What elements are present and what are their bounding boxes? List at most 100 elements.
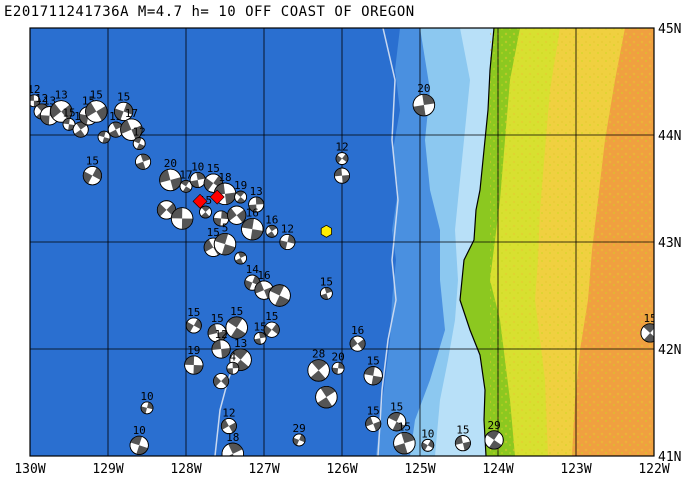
beachball-quadrant <box>255 196 264 205</box>
beachball-quadrant <box>33 100 40 107</box>
beachball <box>156 200 177 220</box>
beachball-quadrant <box>68 124 75 131</box>
beachball-quadrant <box>171 207 183 219</box>
beachball: 28 <box>307 348 330 382</box>
depth-label: 15 <box>398 420 411 433</box>
depth-label: 20 <box>164 157 177 170</box>
depth-label: 18 <box>218 171 231 184</box>
beachball-quadrant <box>211 339 222 350</box>
beachball-quadrant <box>259 332 267 339</box>
beachball: 16 <box>265 213 278 238</box>
depth-label: 28 <box>312 348 325 361</box>
depth-label: 16 <box>265 213 278 226</box>
beachball-quadrant <box>221 348 231 359</box>
beachball-quadrant <box>230 327 246 339</box>
beachball: 12 <box>279 222 296 250</box>
beachball <box>135 153 152 170</box>
beachball-quadrant <box>332 367 339 375</box>
beachball-quadrant <box>488 439 502 450</box>
beachball-quadrant <box>338 362 345 369</box>
beachball-quadrant <box>275 295 290 307</box>
beachball: 29 <box>484 419 504 450</box>
beachball-quadrant <box>310 370 326 382</box>
highlight-marker <box>209 189 225 205</box>
beachball: 10 <box>129 424 149 455</box>
depth-label: 12 <box>214 328 227 341</box>
beachball-quadrant <box>190 179 200 188</box>
beachball: 12 <box>27 83 41 108</box>
beachball-quadrant <box>311 359 327 371</box>
depth-label: 16 <box>257 269 270 282</box>
beachball-quadrant <box>213 217 222 227</box>
beachball-quadrant <box>182 186 192 193</box>
beachball-quadrant <box>279 240 288 250</box>
beachball: 19 <box>234 179 247 204</box>
beachball: 15 <box>365 404 382 432</box>
beachball-quadrant <box>427 440 434 449</box>
depth-label: 15 <box>86 154 99 167</box>
beachball-quadrant <box>350 337 358 349</box>
beachball-quadrant <box>357 339 366 350</box>
depth-label: 15 <box>265 310 278 323</box>
beachball-quadrant <box>342 174 350 184</box>
depth-label: 13 <box>250 185 263 198</box>
beachball-quadrant <box>184 355 195 366</box>
lon-label: 124W <box>482 462 513 477</box>
beachball-quadrant <box>92 167 102 180</box>
beachball: 12 <box>335 141 349 165</box>
beachball: 13 <box>248 185 265 213</box>
beachball-quadrant <box>413 105 426 116</box>
depth-label: 19 <box>234 179 247 192</box>
epicenter-hexagon <box>320 224 333 238</box>
depth-label: 15 <box>230 305 243 318</box>
beachball: 10 <box>140 390 154 415</box>
beachball-quadrant <box>40 115 50 125</box>
depth-label: 10 <box>140 390 153 403</box>
depth-label: 15 <box>367 355 380 368</box>
beachball-quadrant <box>254 338 262 345</box>
beachball-quadrant <box>334 168 342 177</box>
depth-label: 12 <box>281 222 294 235</box>
depth-label: 29 <box>292 422 305 435</box>
beachball: 10 <box>421 427 434 452</box>
depth-label: 10 <box>133 424 146 437</box>
beachball-quadrant <box>422 94 435 106</box>
beachball: 15 <box>225 305 248 339</box>
depth-label: 15 <box>207 226 220 239</box>
beachball-quadrant <box>204 177 214 191</box>
beachball-quadrant <box>248 204 257 213</box>
depth-label: 15 <box>117 90 130 103</box>
beachball-quadrant <box>109 129 120 138</box>
lon-label: 128W <box>170 462 201 477</box>
beachball-quadrant <box>157 203 167 217</box>
beachball: 15 <box>454 424 471 452</box>
beachball <box>227 205 247 225</box>
beachball-quadrant <box>266 231 276 238</box>
depth-label: 12 <box>335 141 348 154</box>
depth-label: 17 <box>125 107 138 120</box>
beachball: 12 <box>211 328 231 359</box>
beachball-quadrant <box>317 397 333 408</box>
beachball-quadrant <box>201 212 210 219</box>
beachball-quadrant <box>388 412 401 422</box>
beachball-quadrant <box>193 318 202 330</box>
beachball-quadrant <box>250 229 263 240</box>
lat-label: 42N <box>658 343 681 358</box>
beachball: 15 <box>320 275 333 300</box>
beachball-quadrant <box>227 208 237 221</box>
beachball-quadrant <box>83 171 93 184</box>
beachball: 17 <box>179 168 193 193</box>
beachball-quadrant <box>643 323 654 333</box>
depth-label: 15 <box>253 320 266 333</box>
beachball-quadrant <box>221 210 229 220</box>
depth-label: 15 <box>211 312 224 325</box>
depth-label: 12 <box>27 83 40 96</box>
lon-label: 129W <box>92 462 123 477</box>
beachball <box>213 373 230 390</box>
beachball-quadrant <box>208 324 218 336</box>
beachball: 20 <box>412 82 436 117</box>
beachball <box>268 284 291 307</box>
depth-label: 15 <box>62 106 75 119</box>
beachball <box>213 210 230 227</box>
